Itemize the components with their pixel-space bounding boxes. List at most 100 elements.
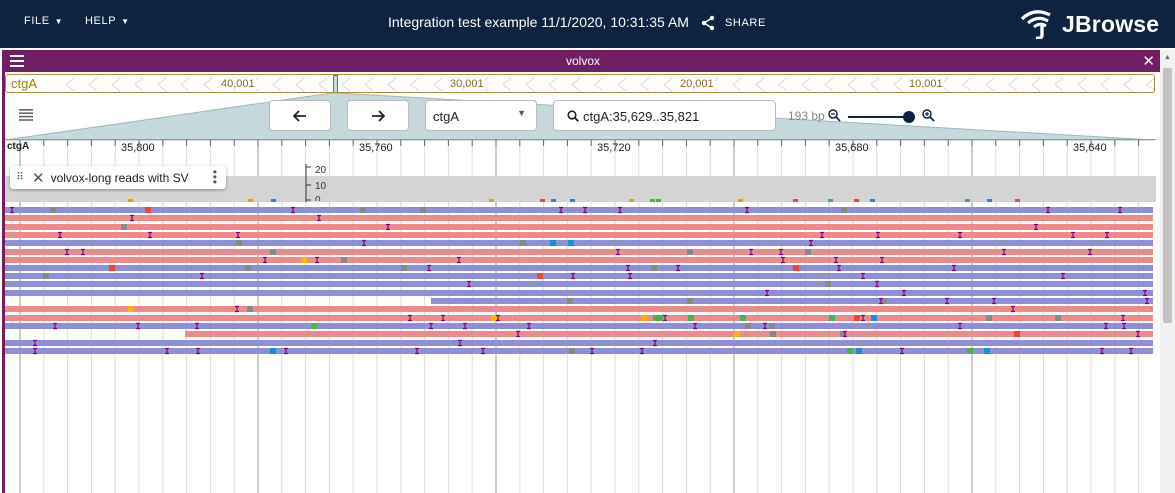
read-insertion: [952, 264, 956, 272]
coverage-snp: [854, 199, 859, 202]
read-alignment: [5, 240, 1153, 246]
file-menu-label: FILE: [24, 15, 50, 27]
read-insertion: [616, 248, 620, 256]
read-insertion: [809, 239, 813, 247]
read-insertion: [653, 339, 657, 347]
overview-chevron: [801, 77, 811, 92]
help-menu-button[interactable]: HELP ▼: [85, 15, 130, 27]
zoom-slider-thumb[interactable]: [903, 111, 915, 123]
read-insertion: [1121, 314, 1125, 322]
read-insertion: [626, 264, 630, 272]
coverage-snp: [987, 199, 992, 202]
read-insertion: [676, 264, 680, 272]
caret-down-icon: ▼: [121, 16, 130, 26]
overview-chevron: [387, 77, 397, 92]
read-insertion: [33, 347, 37, 355]
read-insertion: [958, 231, 962, 239]
view-menu-icon[interactable]: [10, 55, 24, 67]
read-insertion: [195, 322, 199, 330]
read-insertion: [496, 314, 500, 322]
share-button[interactable]: SHARE: [700, 15, 766, 31]
track-selector-icon[interactable]: [19, 109, 33, 121]
more-vert-icon[interactable]: • • •: [212, 165, 217, 189]
scroll-up-icon[interactable]: ▲: [1164, 54, 1171, 61]
linear-genome-view: volvox ✕: [2, 50, 1161, 493]
overview-chevron: [318, 77, 328, 92]
read-insertion: [879, 297, 883, 305]
coverage-snp: [1015, 199, 1020, 202]
coverage-snp: [248, 199, 253, 202]
alignments-track-canvas[interactable]: [5, 139, 1156, 493]
read-insertion: [618, 206, 622, 214]
coverage-snp: [650, 199, 655, 202]
share-label: SHARE: [725, 17, 766, 29]
view-name: volvox: [565, 54, 600, 68]
jbrowse-logo-icon: [1020, 10, 1051, 39]
read-mismatch: [688, 315, 694, 321]
ruler-tick-label: 35,680: [835, 142, 869, 154]
coverage-snp: [128, 199, 133, 202]
read-insertion: [1105, 231, 1109, 239]
read-insertion: [781, 256, 785, 264]
read-insertion: [663, 314, 667, 322]
overview-chevron: [962, 77, 972, 92]
read-mismatch: [805, 249, 811, 255]
coverage-snp: [656, 199, 661, 202]
read-insertion: [481, 347, 485, 355]
read-mismatch: [657, 315, 663, 321]
pan-left-button[interactable]: [269, 100, 331, 131]
read-insertion: [1143, 289, 1147, 297]
zoom-slider-track[interactable]: [848, 116, 911, 118]
read-mismatch: [43, 273, 49, 279]
location-search-input[interactable]: ctgA:35,629..35,821: [553, 100, 776, 131]
overview-chevrons: [65, 77, 1154, 92]
close-track-icon[interactable]: ✕: [32, 169, 45, 187]
coverage-snp: [793, 199, 798, 202]
read-insertion: [590, 347, 594, 355]
read-mismatch: [341, 257, 347, 263]
read-alignment: [5, 306, 1153, 312]
read-mismatch: [793, 265, 799, 271]
read-insertion: [415, 347, 419, 355]
view-header: volvox ✕: [5, 50, 1161, 72]
read-insertion: [317, 214, 321, 222]
read-insertion: [837, 264, 841, 272]
dropdown-arrow-icon: ▼: [517, 108, 526, 118]
file-menu-button[interactable]: FILE ▼: [24, 15, 63, 27]
read-insertion: [130, 214, 134, 222]
vertical-scrollbar[interactable]: ▲: [1160, 50, 1175, 493]
share-icon: [701, 15, 715, 31]
ruler-tick-label: 35,760: [359, 142, 393, 154]
read-mismatch: [840, 331, 846, 337]
read-mismatch: [854, 315, 860, 321]
overview-chevron: [732, 77, 742, 92]
read-insertion: [441, 314, 445, 322]
refname-select[interactable]: ctgA ▼: [425, 100, 537, 131]
read-insertion: [763, 322, 767, 330]
read-mismatch: [740, 315, 746, 321]
overview-chevron: [410, 77, 420, 92]
read-insertion: [1100, 347, 1104, 355]
session-title: Integration test example 11/1/2020, 10:3…: [388, 14, 689, 30]
zoom-in-icon[interactable]: [922, 109, 935, 122]
overview-chevron: [778, 77, 788, 92]
overview-scalebar[interactable]: ctgA 40,001 30,001 20,001 10,001: [5, 74, 1155, 93]
zoom-out-icon[interactable]: [828, 109, 841, 122]
overview-chevron: [663, 77, 673, 92]
overview-chevron: [985, 77, 995, 92]
read-alignment: [5, 323, 1153, 329]
read-mismatch: [50, 207, 56, 213]
read-alignment: [5, 249, 1153, 255]
read-mismatch: [967, 348, 973, 354]
pan-right-button[interactable]: [347, 100, 409, 131]
read-insertion: [1034, 223, 1038, 231]
ruler-tick-label: 35,720: [597, 142, 631, 154]
close-view-icon[interactable]: ✕: [1142, 53, 1155, 70]
drag-handle-icon[interactable]: ⠿: [16, 172, 24, 183]
overview-visible-region[interactable]: [333, 75, 338, 92]
read-alignment: [5, 224, 1153, 230]
read-mismatch: [568, 240, 574, 246]
scrollbar-thumb[interactable]: [1163, 68, 1172, 323]
coverage-snp: [551, 199, 556, 202]
read-mismatch: [121, 224, 127, 230]
